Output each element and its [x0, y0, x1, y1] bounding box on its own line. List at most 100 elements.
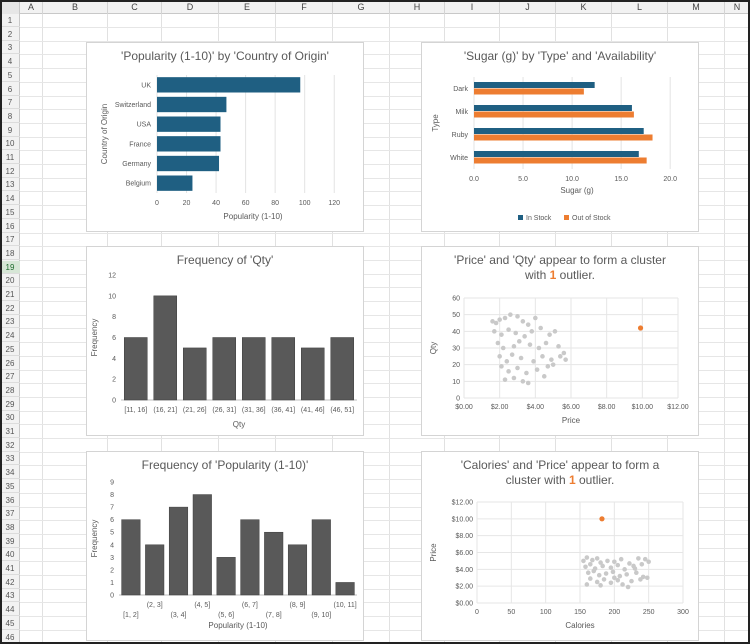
row-header-5[interactable]: 5 — [0, 69, 20, 82]
row-header-15[interactable]: 15 — [0, 206, 20, 219]
row-header-44[interactable]: 44 — [0, 603, 20, 617]
scatter-chart-svg: 0 50 100 150 200 250 300 $0.00 $2.00 $4.00 $6.00 $8… — [429, 500, 689, 631]
row-header-43[interactable]: 43 — [0, 589, 20, 603]
x-tick-label: 250 — [643, 609, 655, 616]
row-header-27[interactable]: 27 — [0, 370, 20, 384]
data-point — [594, 579, 600, 585]
row-header-34[interactable]: 34 — [0, 466, 20, 480]
row-header-3[interactable]: 3 — [0, 41, 20, 55]
gridline-horizontal — [20, 629, 750, 631]
row-header-39[interactable]: 39 — [0, 535, 20, 548]
row-header-18[interactable]: 18 — [0, 247, 20, 260]
data-point — [581, 558, 586, 564]
chart-title: Frequency of 'Qty' — [176, 253, 274, 267]
data-point — [608, 580, 614, 586]
chart-price-qty[interactable]: 'Price' and 'Qty' appear to form a clust… — [421, 246, 699, 436]
x-axis-title: Popularity (1-10) — [208, 621, 267, 630]
row-header-4[interactable]: 4 — [0, 55, 20, 69]
row-header-32[interactable]: 32 — [0, 439, 20, 452]
row-header-10[interactable]: 10 — [0, 137, 20, 151]
column-header-m[interactable]: M — [668, 0, 725, 14]
row-header-23[interactable]: 23 — [0, 315, 20, 329]
gridline-horizontal — [20, 465, 750, 467]
category-label: (3, 4] — [171, 612, 187, 619]
data-point — [545, 364, 551, 369]
column-header-d[interactable]: D — [162, 0, 219, 14]
row-header-14[interactable]: 14 — [0, 192, 20, 206]
column-header-b[interactable]: B — [43, 0, 108, 14]
y-tick-label: 40 — [452, 329, 460, 336]
column-header-n[interactable]: N — [725, 0, 750, 14]
row-header-36[interactable]: 36 — [0, 494, 20, 507]
x-tick-label: 60 — [242, 200, 250, 207]
column-header-j[interactable]: J — [500, 0, 556, 14]
x-tick-label: 200 — [608, 609, 620, 616]
data-point — [618, 556, 624, 562]
outlier-point — [637, 325, 644, 331]
row-header-11[interactable]: 11 — [0, 151, 20, 164]
column-header-f[interactable]: F — [276, 0, 333, 14]
gridline-horizontal — [20, 27, 750, 28]
x-tick-label: $0.00 — [455, 404, 473, 411]
row-header-25[interactable]: 25 — [0, 343, 20, 356]
select-all-corner[interactable] — [0, 0, 20, 14]
bar — [157, 96, 227, 113]
gridline-horizontal — [20, 492, 750, 494]
row-header-17[interactable]: 17 — [0, 233, 20, 247]
row-header-20[interactable]: 20 — [0, 274, 20, 288]
x-tick-label: $2.00 — [491, 404, 509, 411]
y-tick-label: $8.00 — [455, 533, 473, 540]
row-header-40[interactable]: 40 — [0, 548, 20, 562]
category-label: (9, 10] — [311, 612, 331, 619]
y-tick-label: $6.00 — [455, 550, 473, 557]
column-header-a[interactable]: A — [20, 0, 43, 14]
row-header-45[interactable]: 45 — [0, 617, 20, 630]
row-header-35[interactable]: 35 — [0, 480, 20, 493]
chart-calories-price[interactable]: 'Calories' and 'Price' appear to form a … — [421, 451, 699, 641]
row-header-8[interactable]: 8 — [0, 110, 20, 123]
row-header-6[interactable]: 6 — [0, 83, 20, 96]
row-header-22[interactable]: 22 — [0, 302, 20, 315]
row-header-1[interactable]: 1 — [0, 14, 20, 27]
row-header-37[interactable]: 37 — [0, 507, 20, 521]
row-header-21[interactable]: 21 — [0, 288, 20, 301]
row-header-24[interactable]: 24 — [0, 329, 20, 343]
row-header-29[interactable]: 29 — [0, 398, 20, 411]
row-header-33[interactable]: 33 — [0, 452, 20, 466]
data-point — [492, 329, 497, 334]
row-header-2[interactable]: 2 — [0, 28, 20, 41]
chart-sugar-type[interactable]: 'Sugar (g)' by 'Type' and 'Availability'… — [421, 42, 699, 232]
row-header-41[interactable]: 41 — [0, 562, 20, 575]
row-header-12[interactable]: 12 — [0, 165, 20, 178]
category-label: (8, 9] — [290, 602, 306, 609]
row-header-13[interactable]: 13 — [0, 178, 20, 192]
row-header-19[interactable]: 19 — [0, 260, 20, 274]
row-header-42[interactable]: 42 — [0, 576, 20, 589]
row-header-30[interactable]: 30 — [0, 411, 20, 425]
column-header-k[interactable]: K — [556, 0, 612, 14]
gridline-horizontal — [20, 410, 750, 412]
column-header-e[interactable]: E — [219, 0, 276, 14]
gridline-horizontal — [20, 68, 750, 70]
chart-freq-popularity[interactable]: Frequency of 'Popularity (1-10)' 0 1 2 3 4 5 6… — [86, 451, 364, 641]
column-header-c[interactable]: C — [108, 0, 162, 14]
chart-popularity-country[interactable]: 'Popularity (1-10)' by 'Country of Origi… — [86, 42, 364, 232]
column-header-l[interactable]: L — [612, 0, 668, 14]
data-point — [615, 562, 621, 568]
gridline-horizontal — [20, 259, 750, 261]
row-header-16[interactable]: 16 — [0, 220, 20, 233]
row-header-26[interactable]: 26 — [0, 357, 20, 370]
row-header-46[interactable]: 46 — [0, 631, 20, 644]
row-header-31[interactable]: 31 — [0, 425, 20, 438]
column-header-g[interactable]: G — [333, 0, 390, 14]
column-header-h[interactable]: H — [390, 0, 445, 14]
column-header-i[interactable]: I — [445, 0, 500, 14]
row-header-9[interactable]: 9 — [0, 124, 20, 137]
worksheet-grid[interactable] — [20, 14, 750, 644]
row-header-7[interactable]: 7 — [0, 96, 20, 110]
row-header-28[interactable]: 28 — [0, 384, 20, 397]
chart-freq-qty[interactable]: Frequency of 'Qty' 0 2 4 6 8 10 12 [11, 16] (16,… — [86, 246, 364, 436]
gridline-horizontal — [20, 424, 750, 426]
row-header-38[interactable]: 38 — [0, 521, 20, 534]
data-point — [547, 332, 552, 337]
